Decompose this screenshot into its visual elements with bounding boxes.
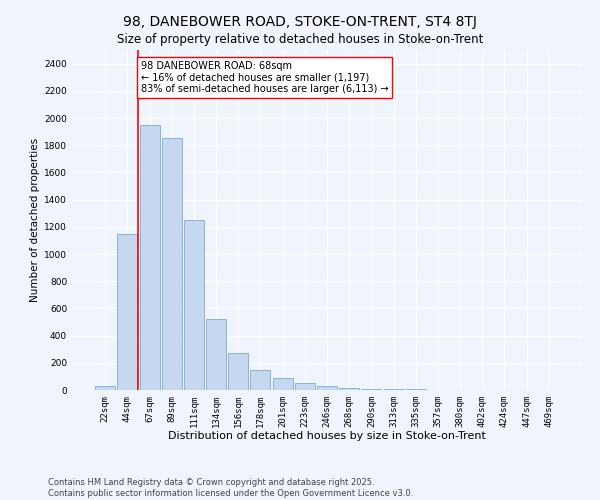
- Bar: [140, 125, 160, 390]
- Bar: [206, 320, 226, 390]
- Bar: [118, 234, 137, 390]
- Bar: [272, 378, 293, 390]
- Bar: [383, 389, 404, 390]
- Text: 98, DANEBOWER ROAD, STOKE-ON-TRENT, ST4 8TJ: 98, DANEBOWER ROAD, STOKE-ON-TRENT, ST4 …: [123, 15, 477, 29]
- Bar: [295, 383, 315, 390]
- X-axis label: Distribution of detached houses by size in Stoke-on-Trent: Distribution of detached houses by size …: [168, 432, 486, 442]
- Bar: [228, 354, 248, 390]
- Bar: [361, 388, 382, 390]
- Bar: [184, 220, 204, 390]
- Text: 98 DANEBOWER ROAD: 68sqm
← 16% of detached houses are smaller (1,197)
83% of sem: 98 DANEBOWER ROAD: 68sqm ← 16% of detach…: [140, 61, 388, 94]
- Y-axis label: Number of detached properties: Number of detached properties: [30, 138, 40, 302]
- Bar: [162, 138, 182, 390]
- Text: Contains HM Land Registry data © Crown copyright and database right 2025.
Contai: Contains HM Land Registry data © Crown c…: [48, 478, 413, 498]
- Bar: [95, 386, 115, 390]
- Bar: [317, 386, 337, 390]
- Text: Size of property relative to detached houses in Stoke-on-Trent: Size of property relative to detached ho…: [117, 32, 483, 46]
- Bar: [339, 388, 359, 390]
- Bar: [250, 370, 271, 390]
